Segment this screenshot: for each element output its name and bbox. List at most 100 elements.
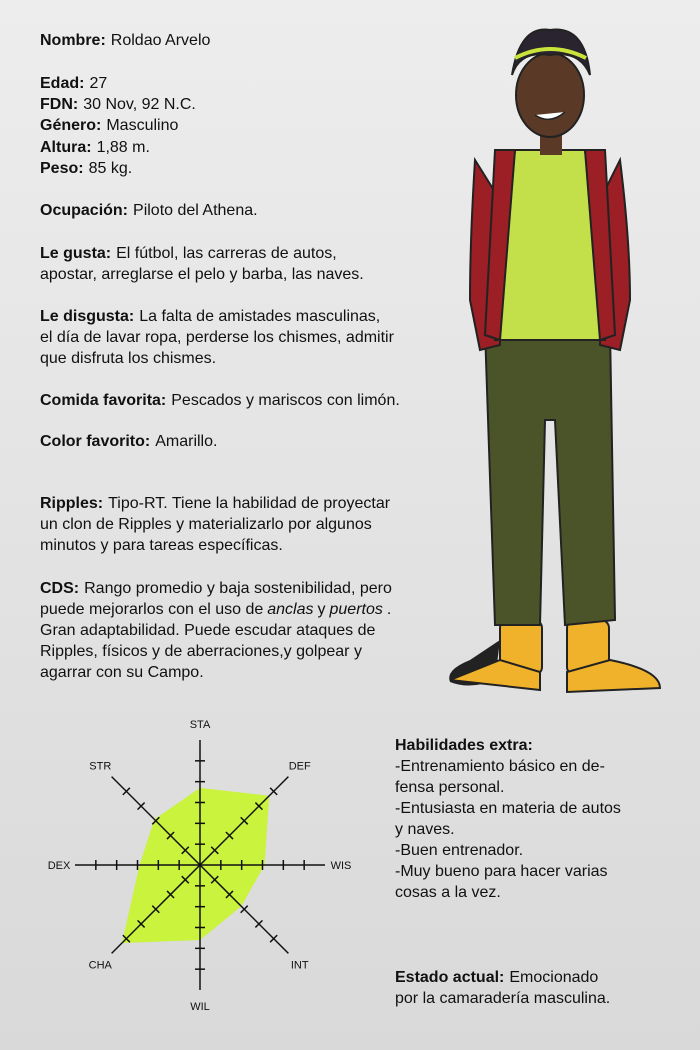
field-label: Altura: xyxy=(40,139,92,156)
field-value: puede mejorarlos con el uso de xyxy=(40,601,263,618)
field-value: que disfruta los chismes. xyxy=(40,350,216,367)
field-value: 30 Nov, 92 N.C. xyxy=(83,96,196,113)
text-line: Peso: 85 kg. xyxy=(40,160,132,177)
text-line: que disfruta los chismes. xyxy=(40,350,216,367)
text-line: Le gusta: El fútbol, las carreras de auto… xyxy=(40,245,337,262)
tick-mark xyxy=(210,846,219,855)
field-value: -Muy bueno para hacer varias xyxy=(395,863,608,880)
text-line: Ripples: Tipo-RT. Tiene la habilidad de p… xyxy=(40,495,391,512)
tick-mark xyxy=(225,890,234,899)
text-line: Edad: 27 xyxy=(40,75,107,92)
text-line: cosas a la vez. xyxy=(395,884,501,901)
text-line: Le disgusta: La falta de amistades mascul… xyxy=(40,308,380,325)
text-line: el día de lavar ropa, perderse los chism… xyxy=(40,329,395,346)
tick-mark xyxy=(166,890,175,899)
field-value: y naves. xyxy=(395,821,455,838)
tick-mark xyxy=(269,787,278,796)
field-value: por la camaradería masculina. xyxy=(395,990,610,1007)
tick-mark xyxy=(181,846,190,855)
tick-mark xyxy=(166,831,175,840)
text-line: un clon de Ripples y materializarlo por … xyxy=(40,516,372,533)
text-line: minutos y para tareas específicas. xyxy=(40,537,283,554)
tick-mark xyxy=(240,816,249,825)
field-label: Ocupación: xyxy=(40,202,128,219)
field-label: Ripples: xyxy=(40,495,103,512)
text-line: -Muy bueno para hacer varias xyxy=(395,863,608,880)
tick-mark xyxy=(254,919,263,928)
field-value: 27 xyxy=(89,75,107,92)
text-line: -Buen entrenador. xyxy=(395,842,523,859)
field-value: el día de lavar ropa, perderse los chism… xyxy=(40,329,395,346)
field-label: Estado actual: xyxy=(395,969,504,986)
field-value: Pescados y mariscos con limón. xyxy=(171,392,400,409)
tick-mark xyxy=(137,919,146,928)
field-label: FDN: xyxy=(40,96,78,113)
text-line: Gran adaptabilidad. Puede escudar ataque… xyxy=(40,622,375,639)
field-value: -Entusiasta en materia de autos xyxy=(395,800,621,817)
text-line: Estado actual: Emocionado xyxy=(395,969,598,986)
field-value: 1,88 m. xyxy=(97,139,150,156)
field-label: Género: xyxy=(40,117,101,134)
field-value: -Entrenamiento básico en de- xyxy=(395,758,605,775)
axis-label: DEX xyxy=(48,860,71,872)
text-line: Comida favorita: Pescados y mariscos con … xyxy=(40,392,400,409)
text-line: fensa personal. xyxy=(395,779,504,796)
tick-mark xyxy=(151,816,160,825)
text-line: Ripples, físicos y de aberraciones,y gol… xyxy=(40,643,362,660)
axis-label: WIL xyxy=(190,1001,210,1013)
tick-mark xyxy=(122,787,131,796)
text-line: Ocupación: Piloto del Athena. xyxy=(40,202,258,219)
text-line: y naves. xyxy=(395,821,455,838)
axis-label: INT xyxy=(291,960,309,972)
tick-mark xyxy=(225,831,234,840)
field-value: cosas a la vez. xyxy=(395,884,501,901)
field-value: La falta de amistades masculinas, xyxy=(139,308,380,325)
text-line: CDS: Rango promedio y baja sostenibilidad… xyxy=(40,580,392,597)
field-value: y xyxy=(318,601,326,618)
text-line: por la camaradería masculina. xyxy=(395,990,610,1007)
field-value: Ripples, físicos y de aberraciones,y gol… xyxy=(40,643,362,660)
tick-mark xyxy=(269,934,278,943)
text-line: agarrar con su Campo. xyxy=(40,664,204,681)
field-value: 85 kg. xyxy=(89,160,133,177)
radar-chart: STA DEF WIS INT WIL CHA DEX STR xyxy=(48,719,352,1013)
field-value: Masculino xyxy=(106,117,178,134)
text-line: Color favorito: Amarillo. xyxy=(40,433,217,450)
text-line: FDN: 30 Nov, 92 N.C. xyxy=(40,96,196,113)
field-value: Rango promedio y baja sostenibilidad, pe… xyxy=(84,580,392,597)
text-line: Altura: 1,88 m. xyxy=(40,139,150,156)
field-label: Comida favorita: xyxy=(40,392,166,409)
axis-label: STR xyxy=(89,760,111,772)
axis-label: DEF xyxy=(289,760,311,772)
text-line: puede mejorarlos con el uso de anclas y pue… xyxy=(40,601,391,618)
tick-mark xyxy=(254,802,263,811)
text-line: Nombre: Roldao Arvelo xyxy=(40,32,211,49)
field-value: puertos xyxy=(329,601,383,618)
character-illustration xyxy=(449,28,662,694)
tick-mark xyxy=(181,875,190,884)
field-label: Color favorito: xyxy=(40,433,150,450)
axis-label: STA xyxy=(190,719,211,731)
field-value: anclas xyxy=(267,601,313,618)
text-line: apostar, arreglarse el pelo y barba, las… xyxy=(40,266,364,283)
text-line: Género: Masculino xyxy=(40,117,178,134)
field-value: agarrar con su Campo. xyxy=(40,664,204,681)
tick-mark xyxy=(210,875,219,884)
field-label: CDS: xyxy=(40,580,79,597)
field-label: Peso: xyxy=(40,160,84,177)
field-value: un clon de Ripples y materializarlo por … xyxy=(40,516,372,533)
extra-title: Habilidades extra: xyxy=(395,737,533,754)
field-value: apostar, arreglarse el pelo y barba, las… xyxy=(40,266,364,283)
field-value: El fútbol, las carreras de autos, xyxy=(116,245,337,262)
field-value: Emocionado xyxy=(509,969,598,986)
field-value: Roldao Arvelo xyxy=(111,32,211,49)
field-label: Le gusta: xyxy=(40,245,111,262)
field-value: fensa personal. xyxy=(395,779,504,796)
axis-label: WIS xyxy=(331,860,352,872)
tick-mark xyxy=(240,905,249,914)
tick-mark xyxy=(122,934,131,943)
text-line: -Entrenamiento básico en de- xyxy=(395,758,605,775)
field-label: Nombre: xyxy=(40,32,106,49)
tick-mark xyxy=(137,802,146,811)
